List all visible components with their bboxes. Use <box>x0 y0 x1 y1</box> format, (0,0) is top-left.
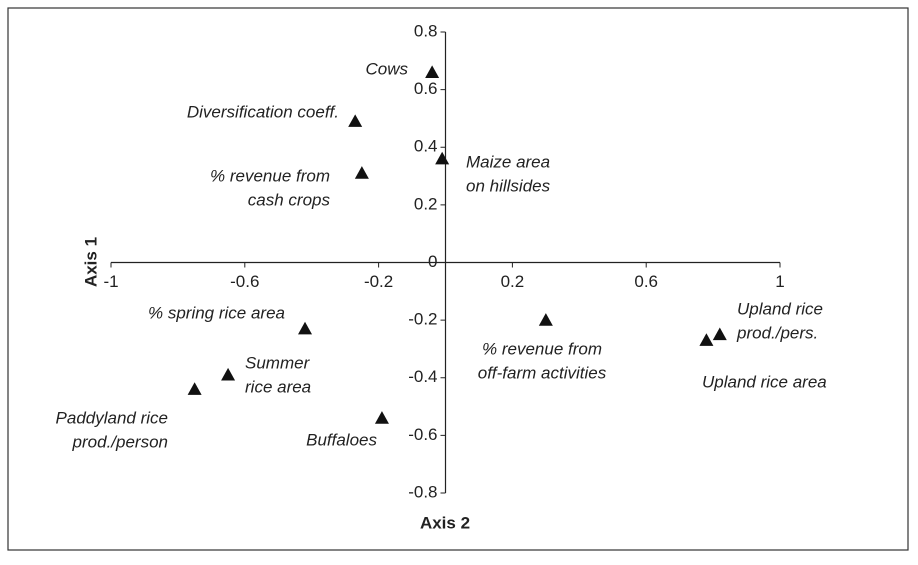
point <box>354 166 369 179</box>
point-label: % revenue from <box>210 166 330 185</box>
y-axis-title: Axis 1 <box>81 237 100 287</box>
y-tick-label: 0 <box>428 252 437 271</box>
point <box>221 367 236 381</box>
x-tick-label: 1 <box>775 272 784 291</box>
point-label: Buffaloes <box>306 430 377 449</box>
point <box>348 114 363 127</box>
x-tick-label: -0.2 <box>364 272 393 291</box>
point <box>699 333 714 346</box>
point-label: prod./pers. <box>736 323 818 342</box>
x-tick-label: -0.6 <box>230 272 259 291</box>
point <box>298 321 313 335</box>
point <box>538 313 553 326</box>
x-tick-label: 0.2 <box>501 272 525 291</box>
point <box>425 65 440 78</box>
point-label: Cows <box>365 59 408 78</box>
point-label: Diversification coeff. <box>187 102 339 121</box>
point <box>712 327 727 341</box>
point-label: cash crops <box>248 190 331 209</box>
x-tick-label: -1 <box>103 272 118 291</box>
point-label: Summer <box>245 353 311 372</box>
y-tick-label: 0.6 <box>414 79 438 98</box>
point-label: % revenue from <box>482 339 602 358</box>
point-label: Upland rice <box>737 299 823 318</box>
y-tick-label: 0.4 <box>414 137 438 156</box>
point-label: Upland rice area <box>702 372 827 391</box>
point-label: on hillsides <box>466 176 551 195</box>
point-label: rice area <box>245 377 311 396</box>
point-label: % spring rice area <box>148 303 285 322</box>
x-tick-label: 0.6 <box>634 272 658 291</box>
y-tick-label: -0.2 <box>408 310 437 329</box>
point-label: off-farm activities <box>478 363 607 382</box>
point-label: Maize area <box>466 152 550 171</box>
y-tick-label: -0.6 <box>408 425 437 444</box>
point-label: prod./person <box>72 432 168 451</box>
y-tick-label: 0.8 <box>414 21 438 40</box>
point <box>374 411 389 424</box>
point-label: Paddyland rice <box>56 408 168 427</box>
chart-frame <box>7 7 909 551</box>
point <box>187 382 202 395</box>
point <box>435 151 450 165</box>
y-tick-label: 0.2 <box>414 194 438 213</box>
x-axis-title: Axis 2 <box>420 513 470 532</box>
y-tick-label: -0.4 <box>408 367 437 386</box>
y-tick-label: -0.8 <box>408 482 437 501</box>
